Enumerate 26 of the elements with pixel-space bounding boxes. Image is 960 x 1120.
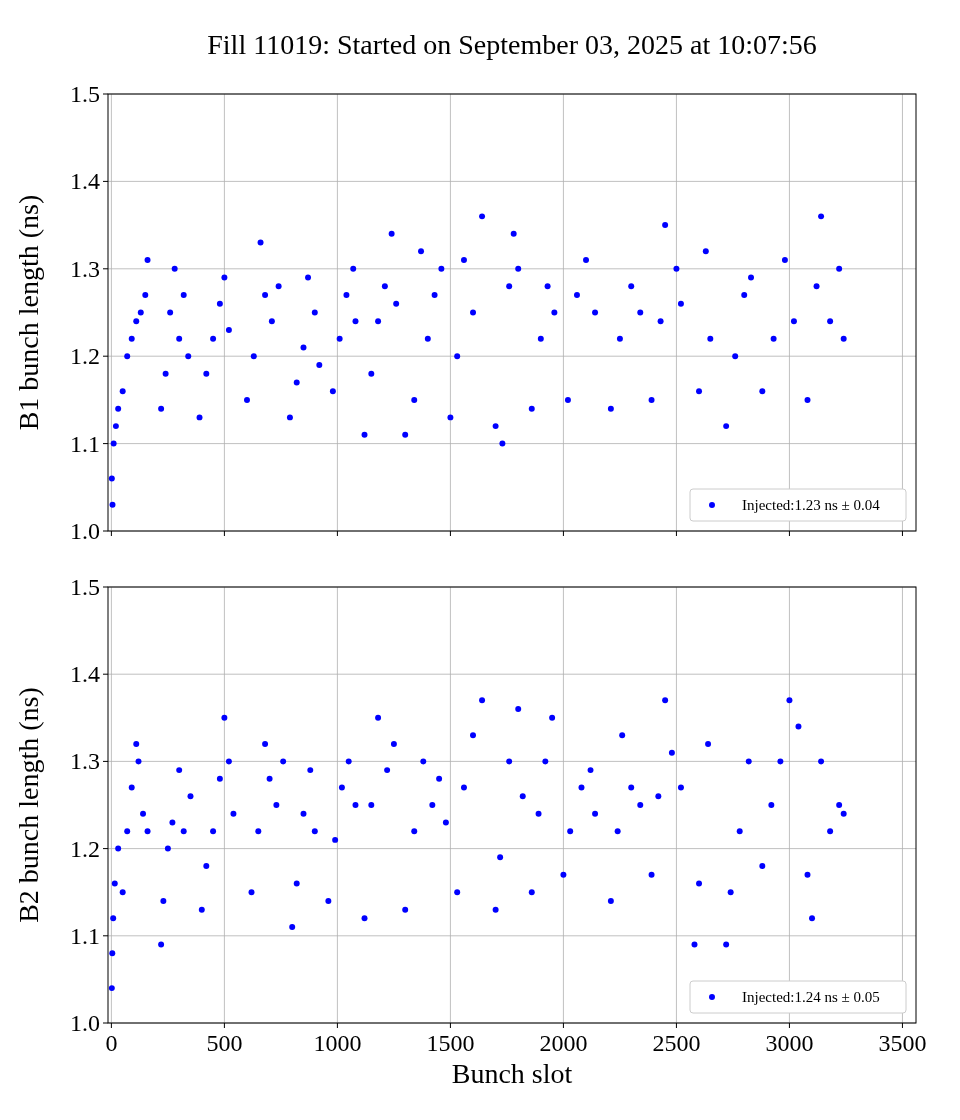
y-tick-label: 1.3 bbox=[70, 748, 100, 775]
y-tick-label: 1.0 bbox=[70, 518, 100, 544]
y-tick-label: 1.5 bbox=[70, 81, 100, 107]
legend-label: Injected:1.24 ns ± 0.05 bbox=[742, 989, 880, 1005]
y-tick-label: 1.4 bbox=[70, 168, 100, 195]
y-tick-label: 1.2 bbox=[70, 343, 100, 370]
y-tick-label: 1.3 bbox=[70, 255, 100, 282]
x-tick-label: 1000 bbox=[313, 1030, 362, 1056]
y-tick-label: 1.1 bbox=[70, 430, 100, 457]
y-axis-title: B1 bunch length (ns) bbox=[13, 194, 44, 431]
x-tick-label: 3500 bbox=[878, 1030, 927, 1056]
y-tick-label: 1.1 bbox=[70, 922, 100, 949]
x-tick-label: 2000 bbox=[539, 1030, 588, 1056]
x-tick-label: 3000 bbox=[765, 1030, 814, 1056]
legend-label: Injected:1.23 ns ± 0.04 bbox=[742, 497, 881, 513]
y-tick-label: 1.2 bbox=[70, 835, 100, 862]
x-tick-label: 1500 bbox=[426, 1030, 475, 1056]
y-tick-label: 1.0 bbox=[70, 1010, 100, 1036]
chart-title: Fill 11019: Started on September 03, 2025 at 10:07:56 bbox=[207, 29, 817, 60]
x-tick-label: 500 bbox=[206, 1030, 243, 1056]
y-tick-label: 1.5 bbox=[70, 574, 100, 600]
x-tick-label: 0 bbox=[105, 1030, 118, 1056]
y-axis-title: B2 bunch length (ns) bbox=[13, 687, 44, 923]
x-axis-title: Bunch slot bbox=[451, 1058, 573, 1089]
y-tick-label: 1.4 bbox=[70, 661, 100, 688]
x-tick-label: 2500 bbox=[652, 1030, 701, 1056]
